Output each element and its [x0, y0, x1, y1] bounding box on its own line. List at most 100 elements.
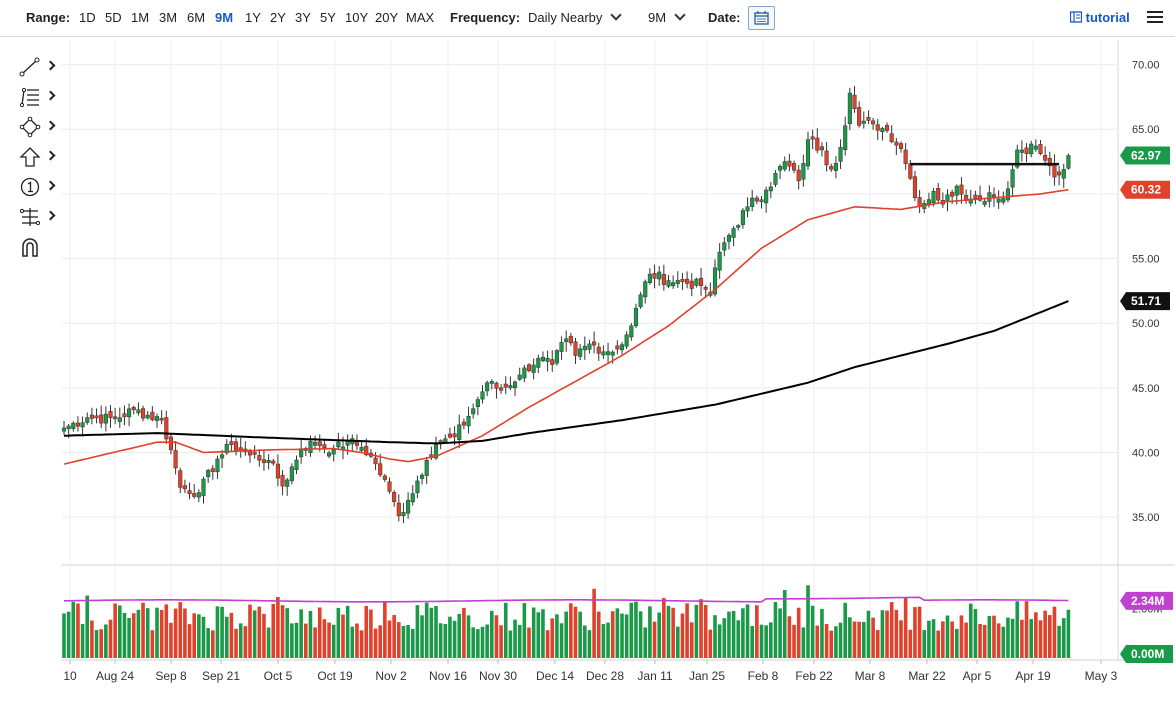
range-1d[interactable]: 1D: [79, 10, 96, 25]
volume-bar: [466, 615, 471, 658]
volume-bar: [1043, 610, 1047, 658]
volume-bar: [1015, 601, 1020, 658]
volume-bar: [415, 605, 420, 658]
range-9m[interactable]: 9M: [215, 10, 234, 25]
annotation-icon: [20, 177, 40, 197]
measure-tool[interactable]: [14, 202, 56, 232]
volume-bar: [862, 621, 866, 658]
last-price-badge-shape: [1120, 146, 1170, 165]
tutorial-label: tutorial: [1085, 10, 1130, 25]
x-tick-label: Dec 14: [536, 669, 574, 683]
volume-bar: [848, 617, 852, 658]
volume-bar: [871, 617, 875, 658]
candle-body: [136, 409, 141, 414]
volume-bar: [266, 627, 271, 658]
volume-bar: [503, 602, 508, 658]
volume-bar: [796, 607, 801, 658]
range-20y[interactable]: 20Y: [375, 10, 399, 25]
volume-average-line: [64, 596, 1069, 603]
candle-body: [378, 463, 383, 476]
period-value: 9M: [648, 10, 667, 25]
candle-body: [150, 411, 155, 421]
volume-bar: [420, 615, 424, 658]
candle-body: [894, 141, 899, 146]
candle-body: [266, 460, 271, 463]
volume-bar: [834, 626, 838, 658]
range-2y[interactable]: 2Y: [270, 10, 286, 25]
volume-bar: [341, 614, 345, 658]
range-10y[interactable]: 10Y: [345, 10, 369, 25]
volume-bar: [224, 616, 229, 658]
candle-body: [159, 417, 164, 421]
range-1y[interactable]: 1Y: [245, 10, 261, 25]
hamburger-menu-icon[interactable]: [1147, 11, 1163, 23]
candle-body: [122, 413, 127, 418]
volume-bar: [787, 616, 792, 658]
volume-average-badge-text: 2.34M: [1131, 594, 1164, 608]
candle-body: [699, 277, 704, 286]
calendar-button[interactable]: [748, 6, 775, 30]
arrow-tool[interactable]: [14, 142, 56, 172]
volume-bar: [992, 615, 996, 658]
shapes-tool[interactable]: [14, 112, 56, 142]
candle-body: [322, 444, 327, 449]
range-3y[interactable]: 3Y: [295, 10, 311, 25]
volume-bar: [313, 627, 317, 658]
candle-body: [415, 480, 420, 494]
range-3m[interactable]: 3M: [159, 10, 178, 25]
volume-bar: [922, 630, 927, 658]
volume-bar: [220, 606, 224, 658]
range-5d[interactable]: 5D: [105, 10, 122, 25]
volume-bar: [317, 607, 322, 658]
magnet-tool[interactable]: [14, 232, 54, 262]
volume-bar: [1001, 626, 1006, 658]
annotation-tool[interactable]: [14, 172, 56, 202]
range-max[interactable]: MAX: [406, 10, 435, 25]
candle-body: [327, 452, 332, 457]
candle-body: [1005, 188, 1011, 201]
candle-body: [578, 348, 583, 357]
candle-body: [787, 160, 792, 167]
tutorial-link[interactable]: tutorial: [1069, 10, 1130, 25]
candle-body: [1024, 147, 1029, 154]
volume-bar: [903, 597, 908, 658]
period-select[interactable]: 9M: [648, 9, 686, 25]
fib-retracement-tool[interactable]: [14, 82, 56, 112]
volume-bar: [564, 611, 568, 658]
volume-bar: [815, 625, 820, 658]
volume-bar: [955, 628, 959, 658]
volume-bar: [1010, 618, 1015, 658]
volume-bar: [713, 615, 717, 658]
range-1m[interactable]: 1M: [131, 10, 150, 25]
volume-average-badge: 2.34M: [1120, 591, 1173, 610]
range-5y[interactable]: 5Y: [320, 10, 336, 25]
x-tick-label: Feb 22: [795, 669, 833, 683]
volume-bar: [155, 607, 159, 658]
price-tick-label: 40.00: [1132, 448, 1160, 460]
moving-average-short-line: [63, 188, 1069, 465]
candle-body: [447, 433, 452, 438]
candle-body: [61, 427, 67, 432]
volume-bar: [801, 627, 806, 658]
x-tick-label: Nov 30: [479, 669, 517, 683]
volume-bar: [671, 607, 675, 658]
candle-body: [1010, 169, 1015, 188]
volume-bar: [257, 606, 262, 658]
volume-bar: [782, 590, 787, 658]
volume-bar: [490, 610, 494, 658]
frequency-select[interactable]: Daily Nearby: [528, 9, 623, 25]
volume-bar: [276, 596, 280, 658]
candle-body: [554, 350, 559, 364]
range-6m[interactable]: 6M: [187, 10, 206, 25]
candle-body: [982, 201, 987, 205]
volume-bar: [620, 613, 624, 658]
candle-body: [647, 273, 652, 283]
volume-bar: [606, 622, 610, 658]
candle-body: [410, 493, 415, 503]
trendline-tool[interactable]: [14, 52, 56, 82]
candle-body: [745, 206, 750, 212]
volume-bar: [820, 608, 824, 658]
volume-bar: [262, 613, 266, 658]
candle-body: [1001, 198, 1006, 203]
